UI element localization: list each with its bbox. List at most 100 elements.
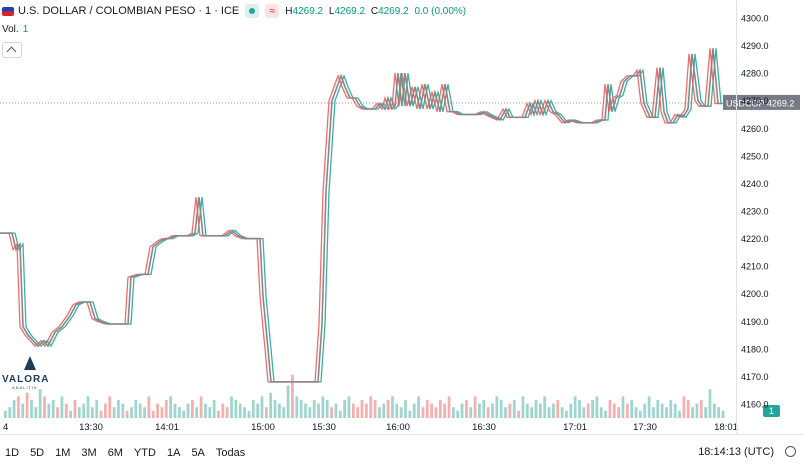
volume-bar: [391, 396, 394, 418]
range-1a[interactable]: 1A: [166, 447, 181, 459]
volume-legend[interactable]: Vol. 1: [2, 24, 28, 35]
volume-bar: [86, 396, 90, 418]
volume-bar: [460, 403, 464, 418]
volume-bar: [495, 396, 499, 418]
volume-bar: [286, 385, 290, 418]
volume-bar: [625, 403, 629, 418]
price-tick-label: 4170.0: [741, 372, 769, 382]
range-1d[interactable]: 1D: [5, 447, 20, 459]
volume-bar: [643, 403, 647, 418]
volume-bar: [104, 403, 107, 418]
price-tick-label: 4290.0: [741, 41, 769, 51]
range-todas[interactable]: Todas: [215, 447, 246, 459]
price-tick-label: 4250.0: [741, 151, 769, 161]
range-6m[interactable]: 6M: [107, 447, 123, 459]
logo-sub: ANALITIK: [12, 385, 38, 390]
price-tick-label: 4220.0: [741, 234, 769, 244]
timezone-label[interactable]: 18:14:13 (UTC): [698, 446, 774, 458]
volume-value: 1: [22, 24, 29, 35]
volume-bar: [334, 403, 338, 418]
price-axis: 4160.0 4170.0 4180.0 4190.0 4200.0 4210.0 4220…: [741, 14, 769, 410]
gear-icon[interactable]: [785, 446, 796, 457]
data-delay-icon[interactable]: ≈: [265, 4, 280, 18]
price-lines: USDCOP 4269.2: [0, 48, 800, 383]
volume-bar: [330, 407, 333, 418]
market-status-icon[interactable]: [245, 4, 260, 18]
volume-bar: [338, 410, 342, 418]
high-key: H: [285, 5, 293, 17]
range-1m[interactable]: 1M: [55, 447, 71, 459]
time-tick-label: 15:30: [312, 422, 336, 433]
logo-mark-icon: [24, 356, 36, 370]
volume-bar: [321, 396, 325, 418]
change-value: 0.0 (0.00%): [414, 5, 467, 17]
volume-bar: [399, 407, 403, 418]
volume-bar: [465, 400, 468, 418]
volume-bar: [621, 396, 625, 418]
low-value: 4269.2: [334, 5, 366, 17]
volume-bar: [12, 400, 16, 418]
range-ytd[interactable]: YTD: [133, 447, 156, 459]
valora-logo: VALORA ANALITIK: [2, 356, 62, 390]
volume-bar: [291, 374, 294, 418]
volume-bar: [612, 403, 616, 418]
volume-bar: [704, 407, 708, 418]
volume-bar: [260, 396, 264, 418]
volume-bar: [4, 410, 7, 418]
volume-bar: [43, 396, 46, 418]
volume-bar: [47, 403, 51, 418]
volume-bar: [17, 396, 20, 418]
volume-bar: [608, 400, 612, 418]
volume-bar: [434, 407, 438, 418]
range-5d[interactable]: 5D: [30, 447, 45, 459]
collapse-legend-button[interactable]: [2, 42, 22, 58]
volume-bar: [565, 410, 568, 418]
close-key: C: [370, 5, 379, 17]
volume-bar: [639, 410, 642, 418]
volume-bar: [73, 400, 77, 418]
volume-bar: [573, 396, 577, 418]
volume-bar: [630, 400, 634, 418]
volume-bar: [425, 400, 429, 418]
volume-badge-text: 1: [769, 406, 774, 416]
volume-bar: [569, 403, 573, 418]
volume-bar: [117, 400, 120, 418]
volume-bar: [438, 400, 442, 418]
price-chart[interactable]: 1 USDCOP 4269.2 4160.0 4170.0 4180.0 4190.0…: [0, 0, 804, 440]
volume-bar: [221, 403, 225, 418]
volume-bar: [108, 396, 112, 418]
volume-bar: [543, 396, 547, 418]
volume-bar: [556, 400, 560, 418]
time-axis-divider: [0, 434, 804, 435]
volume-bar: [721, 410, 725, 418]
volume-bar: [295, 396, 299, 418]
volume-bar: [373, 400, 377, 418]
volume-bar: [386, 400, 390, 418]
volume-bar: [669, 400, 673, 418]
volume-bar: [508, 403, 512, 418]
volume-bar: [138, 403, 142, 418]
volume-bar: [599, 407, 603, 418]
volume-bar: [408, 410, 412, 418]
volume-bar: [38, 389, 42, 418]
volume-bar: [69, 410, 72, 418]
bottom-toolbar: 1D 5D 1M 3M 6M YTD 1A 5A Todas 18:14:13 (UTC): [0, 440, 804, 466]
symbol-title[interactable]: U.S. DOLLAR / COLOMBIAN PESO · 1 · ICE: [18, 5, 240, 17]
volume-bar: [299, 400, 303, 418]
volume-bar: [673, 403, 677, 418]
volume-bar: [282, 407, 286, 418]
price-tick-label: 4240.0: [741, 179, 769, 189]
volume-bar: [451, 407, 455, 418]
volume-bar: [90, 407, 94, 418]
range-3m[interactable]: 3M: [81, 447, 97, 459]
volume-bar: [77, 407, 81, 418]
volume-bar: [356, 407, 360, 418]
volume-bar: [125, 410, 129, 418]
volume-bar: [278, 403, 281, 418]
chart-header: U.S. DOLLAR / COLOMBIAN PESO · 1 · ICE ≈…: [0, 0, 730, 22]
volume-bar: [351, 403, 355, 418]
volume-bar: [95, 400, 99, 418]
volume-bar: [347, 396, 351, 418]
range-5a[interactable]: 5A: [191, 447, 205, 459]
volume-bar: [147, 396, 151, 418]
